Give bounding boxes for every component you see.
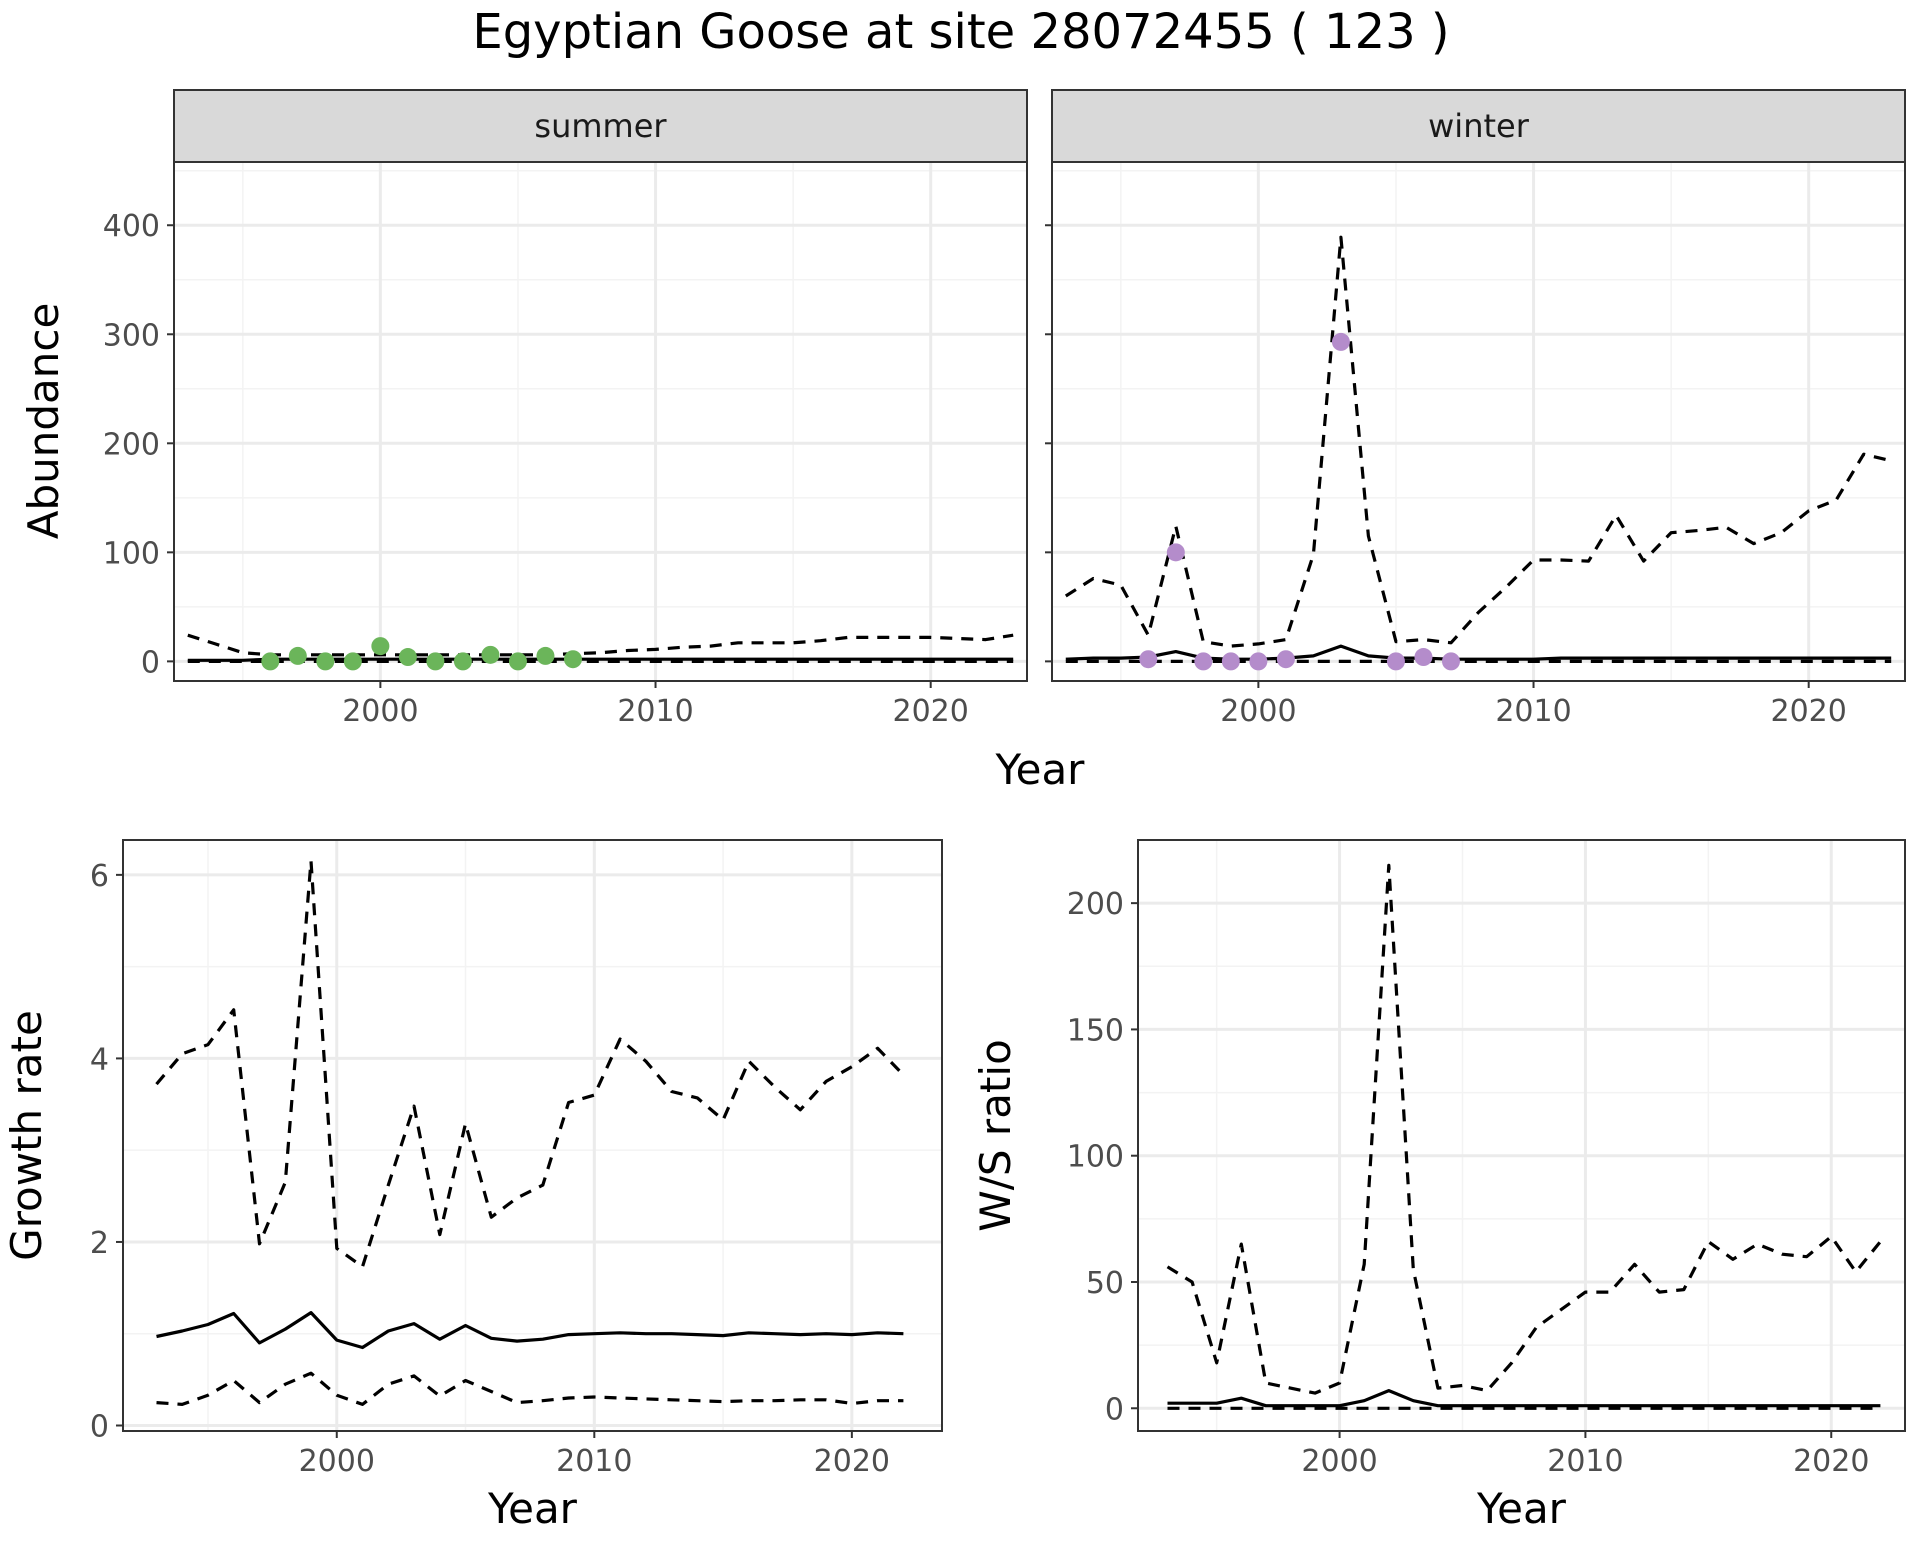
y-tick-label: 0	[141, 645, 160, 680]
y-tick-label: 300	[103, 318, 160, 353]
estimate-line	[187, 657, 1014, 662]
facet-strip	[1051, 89, 1906, 163]
observed-point	[536, 646, 555, 665]
observed-point	[261, 652, 280, 671]
x-tick-label: 2020	[1793, 1444, 1869, 1479]
y-axis-title: W/S ratio	[971, 1039, 1020, 1232]
y-tick-label: 6	[90, 859, 109, 894]
x-tick-label: 2020	[814, 1444, 890, 1479]
ratio-panel-background	[1138, 840, 1905, 1431]
observed-point	[1414, 648, 1433, 667]
y-tick-label: 4	[90, 1042, 109, 1077]
x-tick-label: 2010	[1495, 694, 1571, 729]
observed-point	[1441, 652, 1460, 671]
observed-point	[1139, 650, 1158, 669]
observed-point	[508, 652, 527, 671]
observed-point	[481, 645, 500, 664]
estimate-line	[1167, 1389, 1881, 1408]
estimate-line	[156, 1311, 904, 1350]
x-tick-label: 2000	[342, 694, 418, 729]
observed-point	[563, 650, 582, 669]
x-axis-title: Year	[1476, 1484, 1567, 1533]
observed-point	[398, 648, 417, 667]
y-tick-label: 100	[1067, 1140, 1124, 1175]
y-tick-label: 50	[1086, 1266, 1124, 1301]
y-tick-label: 0	[90, 1409, 109, 1444]
y-tick-label: 200	[103, 427, 160, 462]
main-title: Egyptian Goose at site 28072455 ( 123 )	[472, 4, 1449, 60]
lower-bound-line	[156, 1371, 904, 1406]
growth-panel-border	[122, 839, 943, 1432]
ratio-panel-border	[1137, 839, 1906, 1432]
observed-point	[1386, 652, 1405, 671]
observed-point	[426, 652, 445, 671]
facet-strip-label: winter	[1428, 107, 1530, 145]
x-tick-label: 2010	[556, 1444, 632, 1479]
y-axis-title: Growth rate	[2, 1010, 51, 1261]
x-tick-label: 2010	[1547, 1444, 1623, 1479]
observed-point	[1194, 652, 1213, 671]
x-axis-title: Year	[487, 1484, 578, 1533]
x-tick-label: 2000	[1220, 694, 1296, 729]
observed-point	[1166, 543, 1185, 562]
observed-point	[1331, 332, 1350, 351]
y-tick-label: 2	[90, 1226, 109, 1261]
observed-point	[453, 652, 472, 671]
panel-background	[174, 162, 1027, 681]
y-tick-label: 200	[1067, 887, 1124, 922]
x-tick-label: 2020	[893, 694, 969, 729]
ws-ratio-chart: 2000 2010 2020 0 50 100 150 200 Year W/S ratio	[971, 839, 1906, 1533]
upper-bound-line	[1064, 235, 1892, 648]
y-tick-label: 0	[1105, 1392, 1124, 1427]
panel-background	[1052, 162, 1905, 681]
growth-rate-chart: 2000 2010 2020 0 2 4 6 Year Growth rate	[2, 839, 943, 1533]
y-tick-label: 150	[1067, 1013, 1124, 1048]
y-tick-label: 100	[103, 536, 160, 571]
facet-panel-summer: 2000 2010 2020 0 100 200 300 400 summer	[103, 89, 1028, 729]
growth-panel-background	[123, 840, 942, 1431]
observed-point	[371, 637, 390, 656]
x-axis-title: Year	[995, 745, 1086, 794]
upper-bound-line	[155, 859, 905, 1269]
observed-point	[1276, 650, 1295, 669]
observed-point	[343, 652, 362, 671]
x-tick-label: 2000	[1301, 1444, 1377, 1479]
facet-strip-label: summer	[534, 107, 667, 145]
facet-panel-winter: 2000 2010 2020 winter	[1045, 89, 1906, 729]
x-tick-label: 2010	[617, 694, 693, 729]
x-tick-label: 2000	[299, 1444, 375, 1479]
observed-point	[1249, 652, 1268, 671]
observed-point	[288, 646, 307, 665]
x-tick-label: 2020	[1771, 694, 1847, 729]
observed-point	[316, 652, 335, 671]
observed-point	[1221, 652, 1240, 671]
y-axis-title: Abundance	[19, 303, 68, 540]
facet-strip	[173, 89, 1028, 163]
y-tick-label: 400	[103, 209, 160, 244]
